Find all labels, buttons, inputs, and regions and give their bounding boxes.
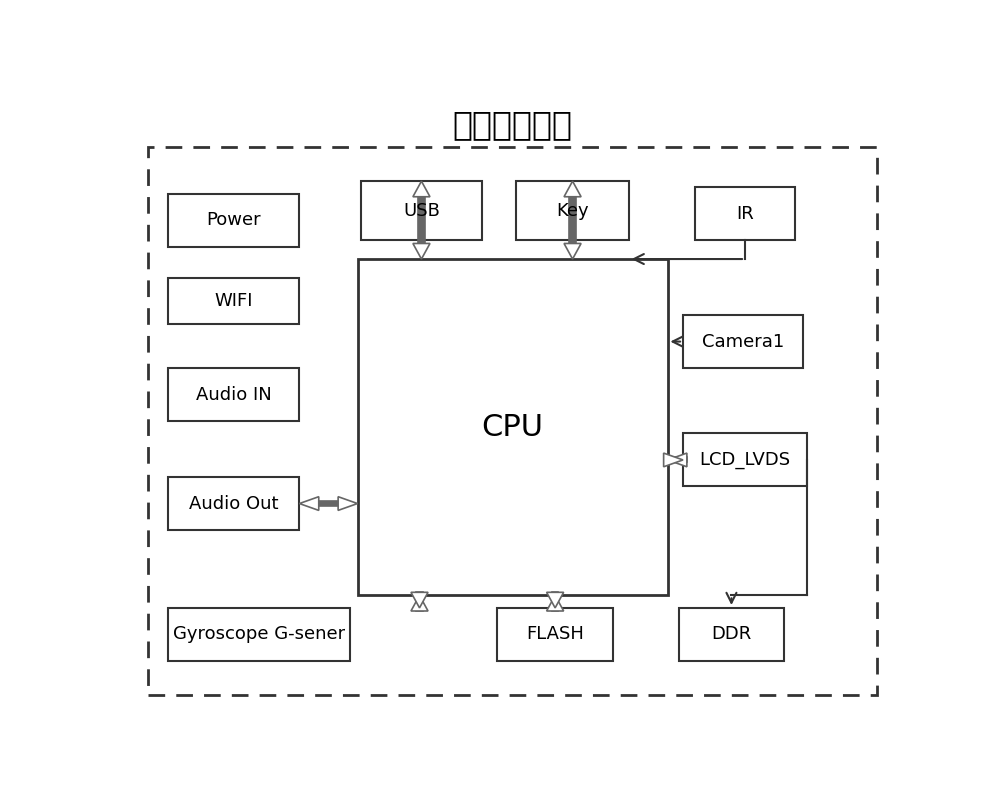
Bar xyxy=(168,608,350,661)
Polygon shape xyxy=(411,592,428,608)
Bar xyxy=(695,188,795,240)
Bar xyxy=(664,457,687,463)
Polygon shape xyxy=(299,497,319,510)
Text: Audio Out: Audio Out xyxy=(189,494,278,513)
Bar xyxy=(358,259,668,595)
Bar xyxy=(683,316,803,368)
Bar xyxy=(497,608,613,661)
Polygon shape xyxy=(564,181,581,197)
Bar xyxy=(569,197,576,244)
Bar xyxy=(416,592,423,611)
Text: Camera1: Camera1 xyxy=(702,332,784,350)
Polygon shape xyxy=(547,595,564,611)
Text: Key: Key xyxy=(556,201,589,220)
Bar xyxy=(361,181,482,240)
Text: LCD_LVDS: LCD_LVDS xyxy=(699,451,791,469)
Polygon shape xyxy=(338,497,358,510)
Text: WIFI: WIFI xyxy=(214,292,253,310)
Polygon shape xyxy=(564,244,581,259)
Bar xyxy=(168,477,299,530)
Polygon shape xyxy=(411,595,428,611)
Text: IR: IR xyxy=(736,205,754,222)
Text: CPU: CPU xyxy=(482,413,544,442)
Text: FLASH: FLASH xyxy=(526,625,584,643)
Text: Gyroscope G-sener: Gyroscope G-sener xyxy=(173,625,345,643)
Polygon shape xyxy=(664,453,683,467)
Text: DDR: DDR xyxy=(711,625,752,643)
Polygon shape xyxy=(547,592,564,608)
Bar xyxy=(148,147,877,695)
Bar xyxy=(683,434,807,486)
Polygon shape xyxy=(668,453,687,467)
Polygon shape xyxy=(413,181,430,197)
Text: Audio IN: Audio IN xyxy=(196,386,271,404)
Bar xyxy=(168,193,299,247)
Text: USB: USB xyxy=(403,201,440,220)
Bar xyxy=(679,608,784,661)
Text: Power: Power xyxy=(206,211,261,229)
Bar xyxy=(418,197,425,244)
Bar xyxy=(168,277,299,324)
Bar xyxy=(319,501,338,506)
Bar xyxy=(552,592,558,611)
Text: 智能显示终端: 智能显示终端 xyxy=(452,108,572,142)
Polygon shape xyxy=(413,244,430,259)
Bar xyxy=(168,368,299,421)
Bar xyxy=(516,181,629,240)
